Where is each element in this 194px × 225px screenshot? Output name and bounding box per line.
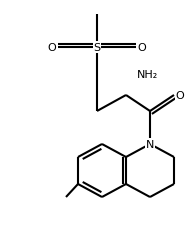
Text: S: S (94, 43, 100, 53)
Text: O: O (138, 43, 146, 53)
Text: O: O (176, 91, 184, 101)
Text: N: N (146, 139, 154, 149)
Text: NH₂: NH₂ (137, 70, 159, 80)
Text: O: O (48, 43, 56, 53)
